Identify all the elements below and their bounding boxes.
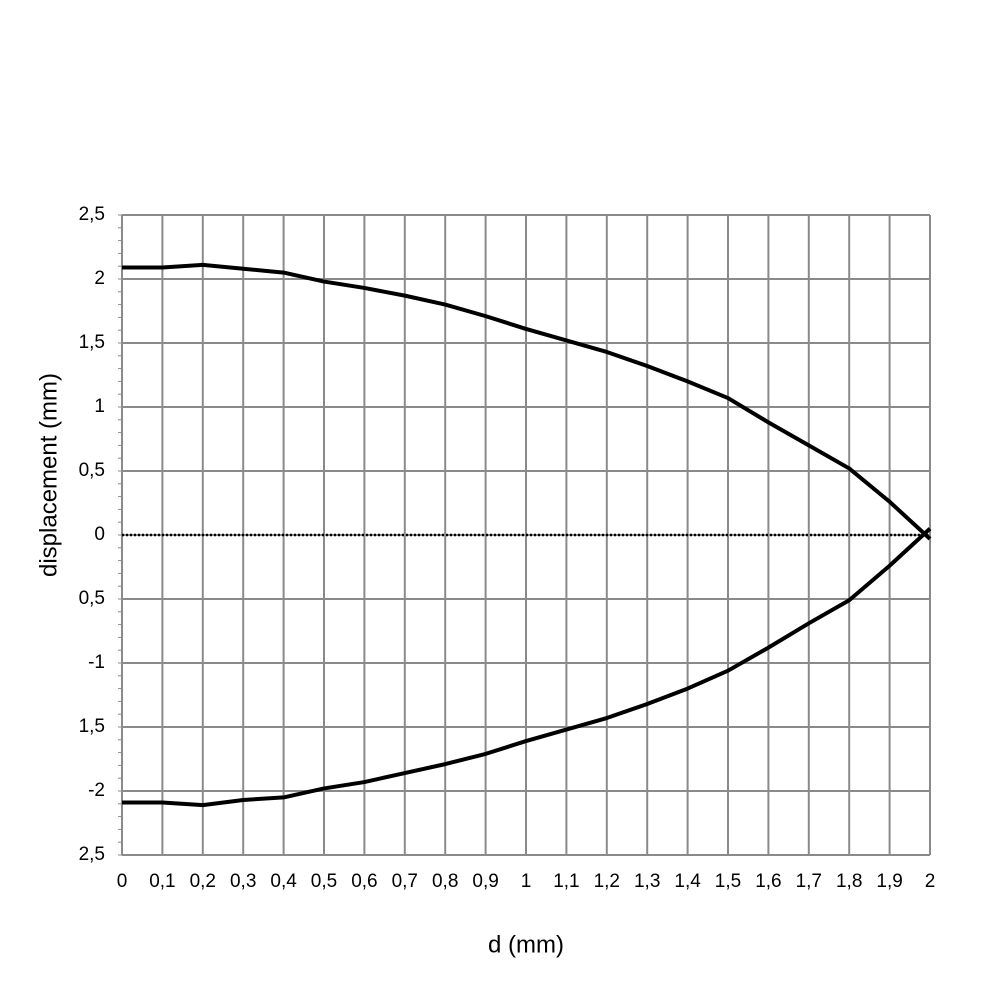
x-tick-label: 0,4 — [270, 871, 297, 892]
x-tick-label: 1,4 — [674, 871, 701, 892]
y-tick-label: 0,5 — [79, 460, 105, 481]
x-tick-label: 0,8 — [432, 871, 458, 892]
data-line — [122, 527, 932, 808]
x-tick-label: 0,2 — [190, 871, 216, 892]
x-tick-label: 1,2 — [594, 871, 620, 892]
x-tick-label: 0,5 — [311, 871, 337, 892]
y-tick-label: 2 — [94, 268, 105, 289]
y-tick-label: 1 — [94, 396, 105, 417]
x-tick-label: 0,6 — [351, 871, 377, 892]
y-axis-title: displacement (mm) — [35, 373, 62, 577]
x-tick-label: 1,5 — [715, 871, 741, 892]
y-tick-label: 1,5 — [79, 332, 105, 353]
y-tick-label: 2,5 — [79, 844, 105, 865]
x-tick-label: 0,3 — [230, 871, 256, 892]
x-tick-label: 2 — [925, 871, 936, 892]
y-tick-label: 0,5 — [79, 588, 105, 609]
y-tick-label: 2,5 — [79, 204, 105, 225]
x-tick-label: 1,1 — [553, 871, 579, 892]
x-tick-label: 0,9 — [472, 871, 498, 892]
y-tick-label: 1,5 — [79, 716, 105, 737]
x-tick-label: 0,1 — [149, 871, 175, 892]
y-tick-label: -1 — [88, 652, 105, 673]
x-axis-title: d (mm) — [488, 931, 564, 958]
data-line — [122, 262, 932, 541]
y-tick-label: 0 — [94, 524, 105, 545]
x-tick-label: 1,3 — [634, 871, 660, 892]
x-tick-label: 0 — [117, 871, 128, 892]
x-tick-label: 1,6 — [755, 871, 781, 892]
x-tick-label: 1,9 — [876, 871, 902, 892]
x-tick-label: 1,8 — [836, 871, 862, 892]
x-tick-label: 0,7 — [392, 871, 418, 892]
x-tick-label: 1 — [521, 871, 532, 892]
x-tick-label: 1,7 — [796, 871, 822, 892]
y-tick-label: -2 — [88, 780, 105, 801]
